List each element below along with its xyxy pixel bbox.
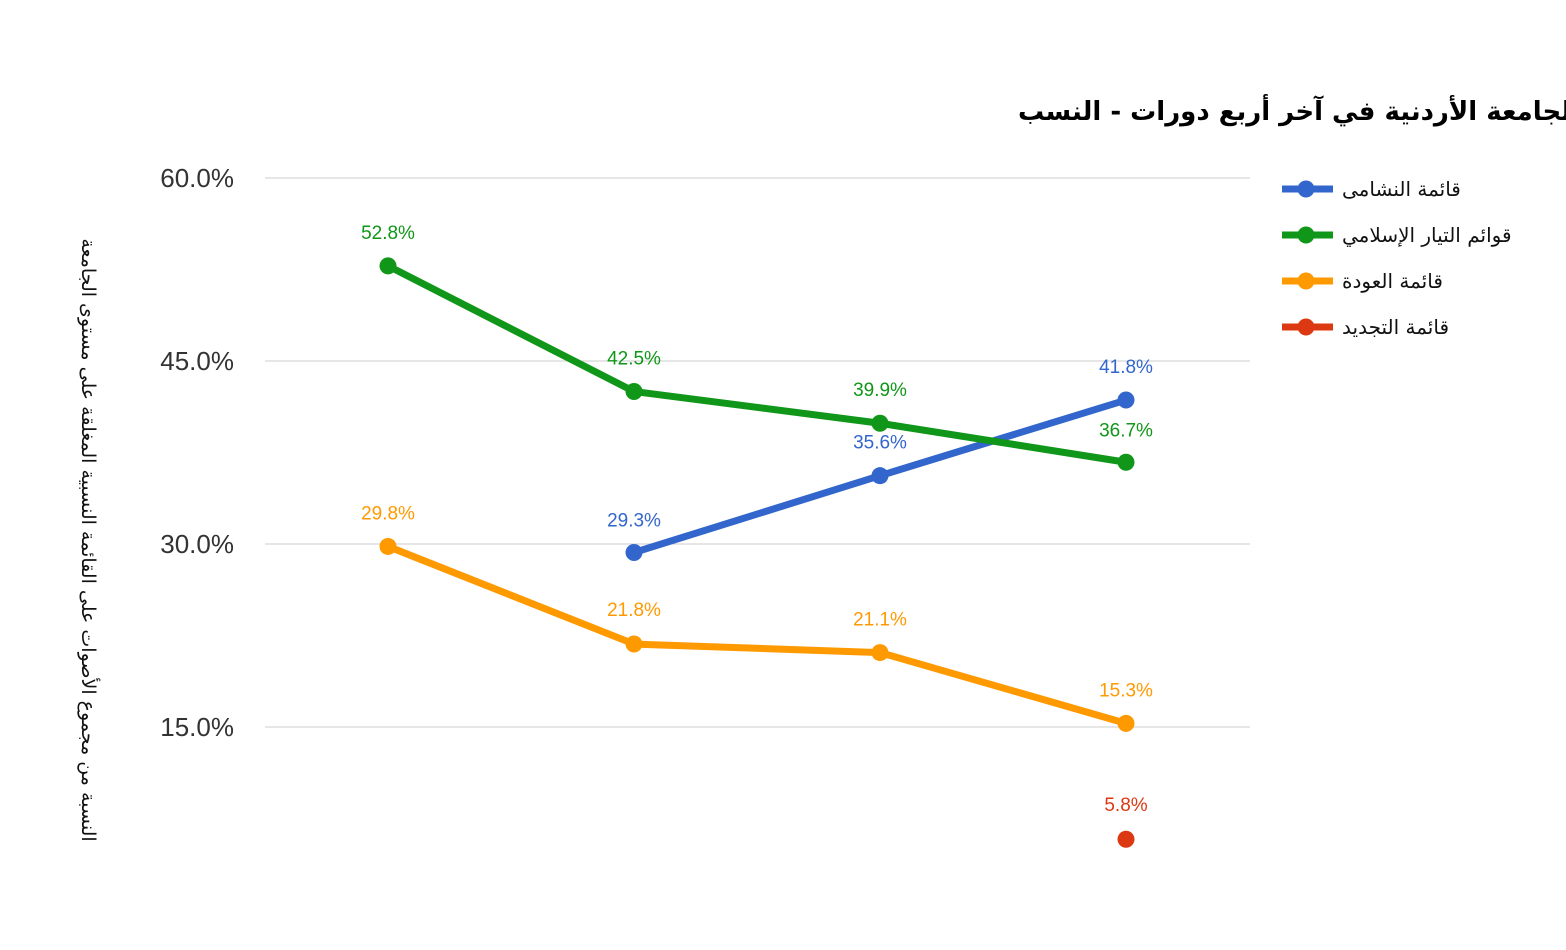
series-4: 5.8% <box>1104 795 1148 848</box>
series-line <box>384 262 1130 466</box>
data-point <box>379 537 397 555</box>
data-label: 39.9% <box>853 380 907 401</box>
data-label: 21.8% <box>607 600 661 621</box>
y-axis-ticks: 15.0% 30.0% 45.0% 60.0% <box>160 163 234 742</box>
series-line <box>384 542 1130 727</box>
data-label: 52.8% <box>361 223 415 244</box>
legend-label: قائمة النشامى <box>1342 177 1461 201</box>
series-2: 52.8% 42.5% 39.9% 36.7% <box>361 223 1153 471</box>
legend-label: قائمة العودة <box>1342 269 1443 293</box>
y-tick-label: 60.0% <box>160 163 234 193</box>
y-tick-label: 15.0% <box>160 712 234 742</box>
data-label: 29.3% <box>607 511 661 532</box>
gridlines <box>265 177 1250 728</box>
legend-swatch-marker <box>1297 318 1315 336</box>
series-3: 29.8% 21.8% 21.1% 15.3% <box>361 503 1153 732</box>
data-point <box>1117 453 1135 471</box>
data-point <box>871 414 889 432</box>
data-label: 15.3% <box>1099 680 1153 701</box>
legend-item[interactable]: قوائم التيار الإسلامي <box>1282 223 1512 248</box>
legend-label: قوائم التيار الإسلامي <box>1342 223 1512 248</box>
data-point <box>625 635 643 653</box>
legend-item[interactable]: قائمة التجديد <box>1282 315 1449 339</box>
data-point <box>379 257 397 275</box>
y-tick-label: 30.0% <box>160 529 234 559</box>
data-point <box>871 644 889 662</box>
data-point <box>1117 714 1135 732</box>
data-label: 5.8% <box>1104 795 1147 816</box>
series-1: 29.3% 35.6% 41.8% <box>607 357 1153 562</box>
data-point <box>625 544 643 562</box>
legend-item[interactable]: قائمة النشامى <box>1282 177 1461 201</box>
legend-swatch-marker <box>1297 272 1315 290</box>
data-label: 29.8% <box>361 503 415 524</box>
data-point <box>871 467 889 485</box>
legend-label: قائمة التجديد <box>1342 315 1449 339</box>
legend-item[interactable]: قائمة العودة <box>1282 269 1443 293</box>
data-label: 35.6% <box>853 433 907 454</box>
data-label: 42.5% <box>607 349 661 370</box>
legend-swatch-marker <box>1297 226 1315 244</box>
data-point <box>1117 830 1135 848</box>
chart-title: نتائج انتخابات مجلس طلبة الجامعة الأردني… <box>1018 94 1566 127</box>
y-tick-label: 45.0% <box>160 346 234 376</box>
data-point <box>1117 391 1135 409</box>
data-label: 21.1% <box>853 610 907 631</box>
legend[interactable]: قائمة النشامى قوائم التيار الإسلامي قائمة … <box>1282 177 1512 339</box>
legend-swatch-marker <box>1297 180 1315 198</box>
y-axis-label: النسبة من مجموع الأصوات على القائمة النس… <box>77 238 100 841</box>
data-label: 36.7% <box>1099 420 1153 441</box>
data-point <box>625 383 643 400</box>
plot-area: 29.3% 35.6% 41.8% 52.8% 42.5% 39.9% 36.7% 29.8%… <box>361 223 1153 848</box>
data-label: 41.8% <box>1099 357 1153 378</box>
